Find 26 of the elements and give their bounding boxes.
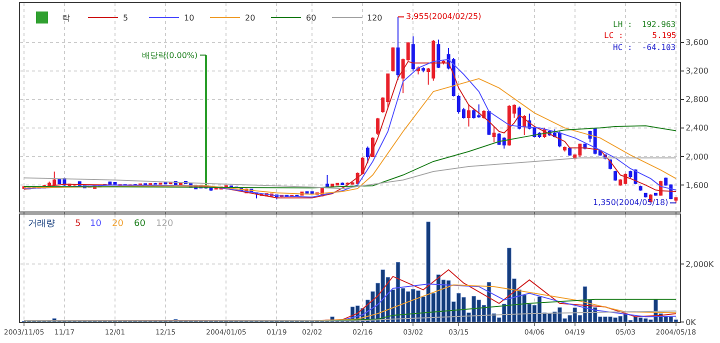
text: 20	[112, 219, 124, 229]
annotation: LC : 5.195	[604, 31, 676, 40]
annotation: 배당락(0.00%)	[142, 51, 198, 60]
y-tick-label: 2,000K	[686, 260, 714, 269]
y-tick-label: 0K	[686, 318, 697, 327]
y-tick-label: 2,000	[686, 152, 709, 162]
legend-label: 10	[184, 14, 194, 23]
legend-label: 120	[366, 14, 382, 23]
y-tick-label: 2,400	[686, 124, 709, 133]
text: 120	[156, 219, 174, 229]
y-tick-label: 2,800	[686, 95, 709, 104]
annotation: LH : 192.963	[613, 20, 676, 29]
text: 60	[134, 219, 146, 229]
annotation: HC : -64.103	[613, 43, 676, 52]
text: 10	[90, 219, 102, 229]
legend-label: 20	[244, 14, 256, 23]
legend-label: 5	[122, 14, 128, 23]
y-tick-label: 3,200	[686, 66, 709, 76]
text: 거래량	[28, 219, 55, 229]
legend-label: 60	[306, 14, 316, 23]
legend-label: 락	[62, 14, 70, 23]
text: 5	[75, 219, 81, 229]
y-tick-label: 3,600	[686, 38, 709, 48]
y-tick-label: 1,600	[686, 180, 709, 190]
annotation: 1,350(2004/05/18)	[593, 198, 668, 207]
annotation: 3,955(2004/02/25)	[406, 12, 482, 21]
